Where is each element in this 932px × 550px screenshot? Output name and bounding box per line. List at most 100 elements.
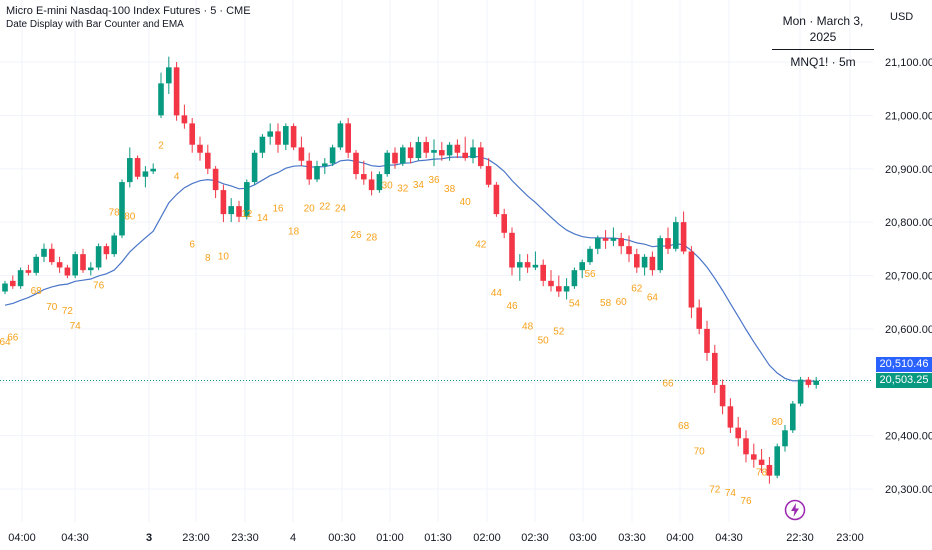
bar-count-label: 70 (46, 302, 58, 313)
bar-count-label: 66 (7, 333, 19, 344)
candle (236, 200, 242, 223)
candle-body (368, 179, 375, 191)
candle-body (524, 262, 531, 268)
candle (103, 243, 110, 260)
candle (259, 134, 266, 159)
candle (485, 158, 492, 188)
candle-body (751, 454, 757, 460)
candle-body (259, 136, 266, 153)
candle-body (462, 152, 468, 159)
candle (727, 398, 734, 433)
bar-count-label: 48 (522, 321, 534, 332)
candle-body (478, 147, 484, 167)
bar-count-label: 12 (241, 209, 253, 220)
candle-body (236, 206, 242, 217)
candle-body (431, 150, 437, 153)
candle-body (197, 144, 203, 153)
candle-body (345, 123, 351, 153)
candle (127, 147, 133, 188)
candle (766, 456, 773, 484)
candle (719, 379, 726, 415)
candle-body (532, 264, 539, 268)
chart-legend: Micro E-mini Nasdaq-100 Index Futures · … (6, 4, 251, 32)
bar-count-label: 62 (631, 284, 643, 295)
candle-body (33, 256, 39, 273)
candle-body (735, 427, 741, 439)
candle-body (267, 131, 273, 137)
candle (10, 275, 16, 289)
candle-body (556, 286, 562, 292)
candle-body (517, 262, 523, 268)
candle (805, 376, 812, 388)
candle-body (571, 270, 578, 287)
candle (743, 430, 749, 463)
candle (649, 251, 656, 276)
candle-body (618, 238, 624, 247)
candle-body (634, 254, 640, 268)
candle (493, 182, 500, 217)
symbol-title[interactable]: Micro E-mini Nasdaq-100 Index Futures · … (6, 5, 251, 17)
candle (517, 254, 523, 281)
candle (392, 147, 398, 169)
candle-body (181, 115, 188, 124)
candle-body (758, 459, 765, 465)
candle (556, 275, 562, 297)
bar-count-label: 66 (662, 379, 674, 390)
candle-body (49, 248, 55, 263)
bar-count-label: 44 (491, 288, 503, 299)
bar-count-label: 54 (569, 298, 581, 309)
candle (446, 142, 453, 161)
bar-count-label: 28 (366, 232, 378, 243)
bar-count-label: 68 (31, 286, 43, 297)
candle (688, 246, 695, 319)
candle-body (727, 406, 734, 428)
candle-body (563, 286, 570, 292)
candle-body (712, 352, 718, 385)
candle (563, 278, 570, 300)
candle (33, 254, 39, 276)
candle-body (548, 280, 554, 287)
candle-body (470, 147, 476, 159)
bar-count-label: 18 (288, 226, 300, 237)
candle (571, 267, 578, 289)
bar-count-label: 74 (725, 488, 737, 499)
bar-count-label: 78 (756, 468, 768, 479)
candle (158, 72, 164, 119)
candle-body (626, 246, 632, 255)
candle-body (41, 248, 47, 257)
candle (696, 299, 702, 335)
x-tick-label: 02:30 (521, 532, 549, 544)
candle-body (673, 222, 679, 249)
candle-body (415, 142, 422, 159)
bar-count-label: 10 (218, 251, 230, 262)
candle-body (56, 262, 63, 268)
x-tick-label: 4 (290, 532, 296, 544)
lightning-bolt-icon[interactable] (784, 499, 806, 521)
bar-count-label: 68 (678, 421, 690, 432)
candle (680, 211, 687, 255)
candle (95, 243, 102, 271)
candle-body (782, 430, 788, 447)
x-tick-label: 23:00 (182, 532, 210, 544)
candle (712, 344, 718, 393)
bar-count-label: 70 (694, 446, 706, 457)
bar-count-label: 2 (158, 140, 164, 151)
time-axis: 04:00 04:30 3 23:00 23:30 4 00:30 01:00 01:30 02:… (8, 532, 864, 544)
candle (72, 251, 78, 279)
candle (657, 235, 663, 273)
candle-body (407, 147, 414, 159)
indicator-title[interactable]: Date Display with Bar Counter and EMA (6, 19, 184, 30)
bar-count-label: 22 (319, 201, 331, 212)
candle (626, 235, 632, 263)
x-tick-label: 23:00 (836, 532, 864, 544)
candle (758, 448, 765, 473)
currency-label[interactable]: USD (890, 11, 914, 23)
candle-body (17, 270, 24, 287)
x-tick-label: 01:00 (376, 532, 404, 544)
candle (462, 136, 468, 161)
candle-body (454, 144, 461, 153)
candle (415, 136, 422, 161)
y-tick-label: 21,000.00 (885, 110, 932, 122)
candle-body (212, 168, 219, 191)
